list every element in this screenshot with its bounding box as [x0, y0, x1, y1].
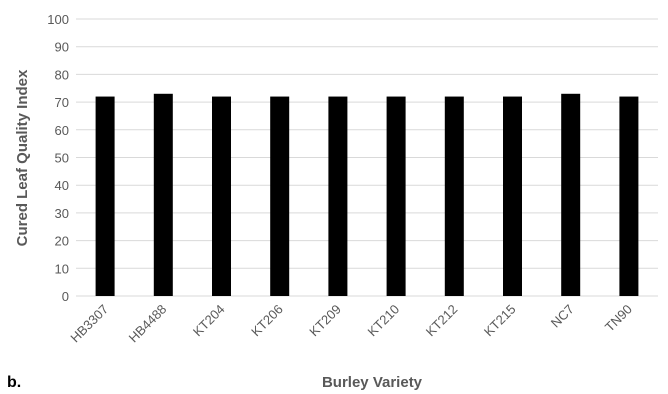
- y-tick-label: 80: [55, 67, 69, 82]
- y-tick-label: 70: [55, 95, 69, 110]
- bar-hb4488: [153, 93, 173, 296]
- bar-kt209: [328, 96, 348, 296]
- x-tick-label: KT204: [190, 302, 228, 340]
- y-tick-label: 0: [62, 289, 69, 304]
- bar-kt204: [212, 96, 231, 296]
- bar-nc7: [561, 93, 581, 296]
- x-tick-label: KT212: [423, 302, 461, 340]
- y-tick-label: 10: [55, 261, 69, 276]
- x-tick-label: KT210: [365, 302, 403, 340]
- bar-kt210: [386, 96, 406, 296]
- y-axis-ticks: 0 10 20 30 40 50 60 70 80 90 100: [47, 12, 69, 304]
- x-axis-title: Burley Variety: [322, 374, 423, 391]
- y-tick-label: 40: [55, 178, 69, 193]
- y-tick-label: 20: [55, 234, 69, 249]
- y-tick-label: 100: [47, 12, 69, 27]
- bar-kt212: [444, 96, 464, 296]
- x-tick-label: NC7: [548, 302, 577, 331]
- x-tick-label: TN90: [602, 302, 635, 335]
- y-tick-label: 60: [55, 123, 69, 138]
- y-tick-label: 30: [55, 206, 69, 221]
- x-tick-label: HB3307: [67, 302, 111, 346]
- gridlines: [76, 18, 658, 297]
- bars: [95, 93, 639, 296]
- y-axis-title: Cured Leaf Quality Index: [14, 69, 31, 246]
- x-tick-label: KT209: [306, 302, 344, 340]
- bar-kt206: [270, 96, 290, 296]
- y-tick-label: 90: [55, 40, 69, 55]
- bar-hb3307: [95, 96, 115, 296]
- bar-tn90: [619, 96, 639, 296]
- panel-label: b.: [7, 374, 21, 391]
- x-axis-ticks: HB3307 HB4488 KT204 KT206 KT209 KT210 KT212 KT2…: [67, 302, 635, 346]
- x-tick-label: HB4488: [126, 302, 170, 346]
- x-tick-label: KT215: [481, 302, 519, 340]
- x-tick-label: KT206: [248, 302, 286, 340]
- bar-kt215: [503, 96, 522, 296]
- y-tick-label: 50: [55, 151, 69, 166]
